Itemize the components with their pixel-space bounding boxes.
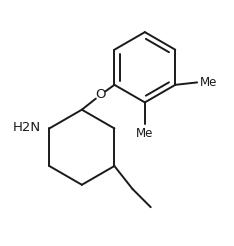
Text: H2N: H2N — [13, 121, 41, 134]
Text: Me: Me — [200, 76, 217, 89]
Text: O: O — [95, 88, 106, 101]
Text: Me: Me — [136, 127, 154, 140]
